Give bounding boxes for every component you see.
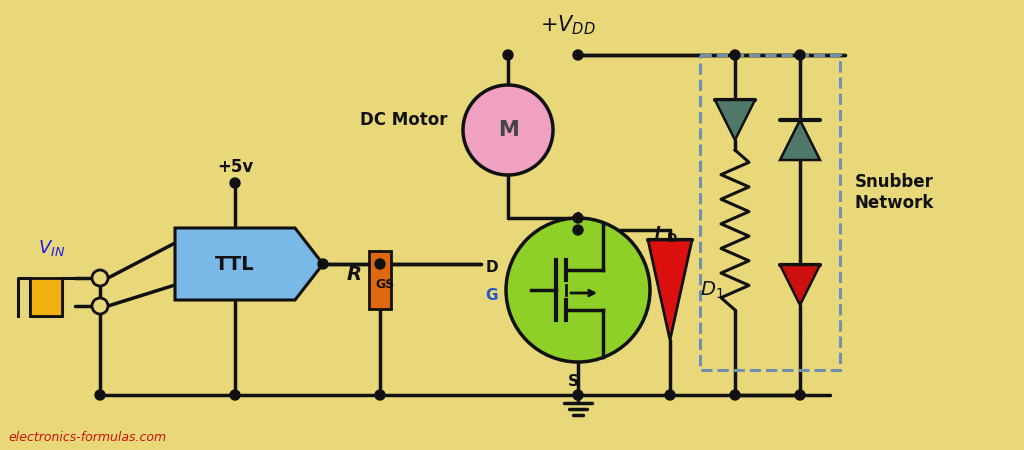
Circle shape: [795, 390, 805, 400]
Circle shape: [230, 390, 240, 400]
Text: electronics-formulas.com: electronics-formulas.com: [8, 431, 166, 444]
Circle shape: [506, 218, 650, 362]
Text: M: M: [498, 120, 518, 140]
Circle shape: [375, 390, 385, 400]
Circle shape: [573, 225, 583, 235]
Text: GS: GS: [375, 279, 394, 292]
Circle shape: [318, 259, 328, 269]
Text: D: D: [485, 261, 498, 275]
Polygon shape: [175, 228, 323, 300]
Circle shape: [573, 390, 583, 400]
Circle shape: [92, 270, 108, 286]
Circle shape: [795, 50, 805, 60]
Text: $D_1$: $D_1$: [700, 279, 724, 301]
Polygon shape: [780, 120, 820, 160]
Text: +5v: +5v: [217, 158, 253, 176]
Text: Snubber
Network: Snubber Network: [855, 173, 934, 212]
Circle shape: [375, 259, 385, 269]
Text: G: G: [485, 288, 498, 302]
Text: S: S: [567, 374, 579, 389]
Polygon shape: [648, 240, 692, 340]
Text: DC Motor: DC Motor: [360, 111, 449, 129]
Circle shape: [95, 390, 105, 400]
Circle shape: [503, 50, 513, 60]
FancyBboxPatch shape: [30, 278, 62, 316]
Circle shape: [230, 178, 240, 188]
Circle shape: [573, 50, 583, 60]
Text: I: I: [655, 225, 660, 240]
Text: $+V_{DD}$: $+V_{DD}$: [541, 14, 596, 37]
Circle shape: [665, 390, 675, 400]
Circle shape: [463, 85, 553, 175]
Text: D: D: [667, 231, 677, 244]
FancyBboxPatch shape: [369, 251, 391, 309]
Circle shape: [730, 390, 740, 400]
Text: R: R: [347, 266, 362, 284]
Polygon shape: [780, 265, 820, 305]
Circle shape: [573, 213, 583, 223]
Text: $V_{IN}$: $V_{IN}$: [39, 238, 66, 258]
Circle shape: [92, 298, 108, 314]
Polygon shape: [715, 100, 755, 140]
Text: TTL: TTL: [215, 255, 255, 274]
Circle shape: [730, 50, 740, 60]
